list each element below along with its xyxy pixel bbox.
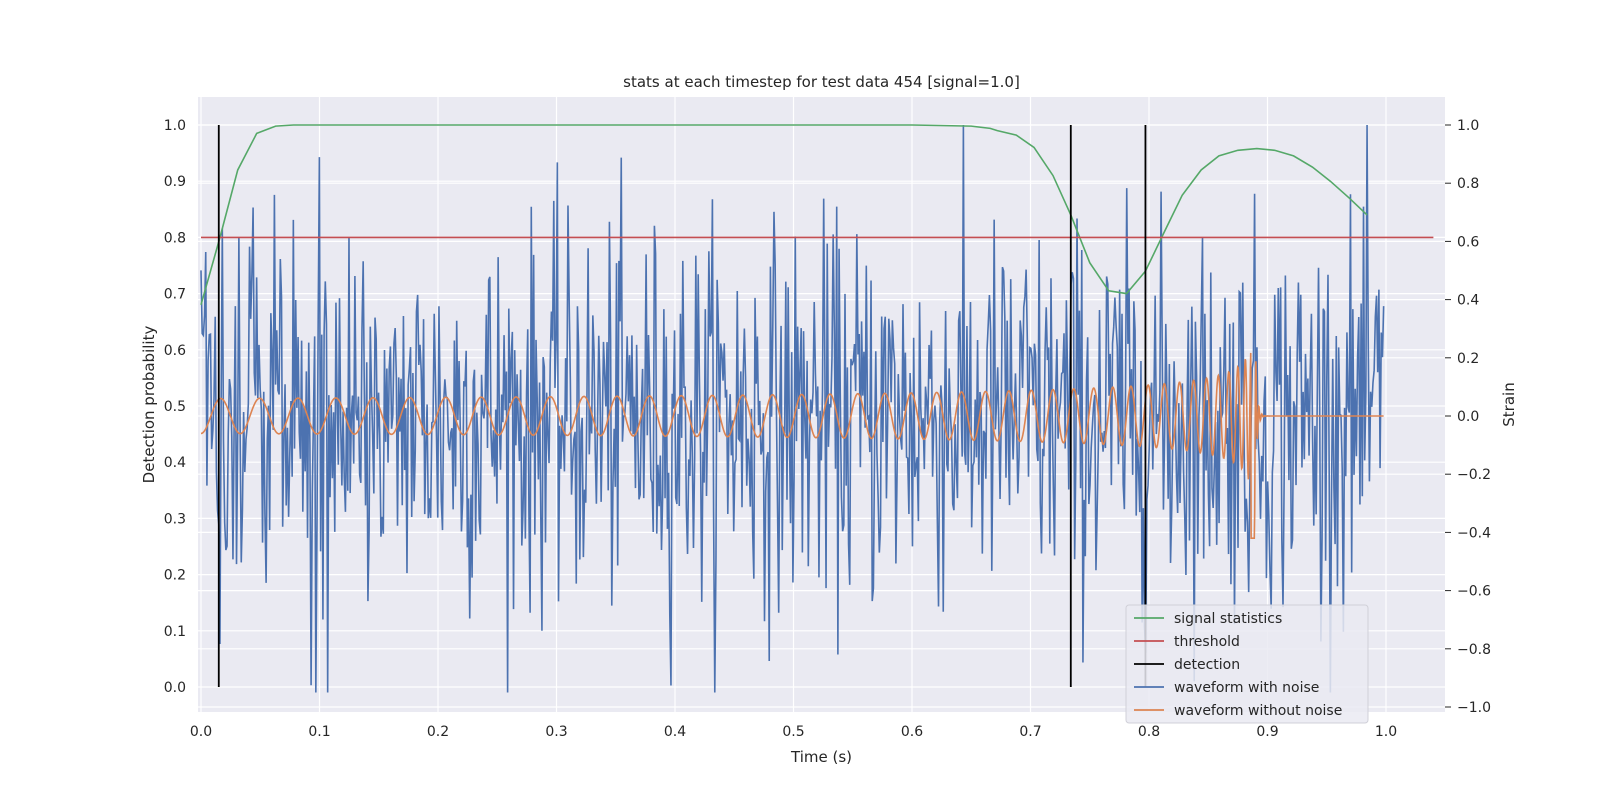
series-signal-statistics	[200, 124, 1368, 306]
series-waveform-without-noise	[200, 352, 1384, 540]
x-tick-label: 0.0	[190, 724, 212, 740]
y2-tick-label: 0.2	[1457, 351, 1479, 367]
y-tick-label: 0.9	[164, 174, 186, 190]
x-tick-label: 0.2	[427, 724, 449, 740]
y2-tick-label: 0.6	[1457, 234, 1479, 250]
y2-tick-label: −1.0	[1457, 700, 1491, 716]
y2-tick-label: −0.2	[1457, 467, 1491, 483]
x-tick-label: 1.0	[1375, 724, 1397, 740]
y-tick-label: 0.2	[164, 568, 186, 584]
x-tick-label: 0.1	[308, 724, 330, 740]
legend-label: threshold	[1174, 634, 1240, 650]
axes: 0.0 0.1 0.2 0.3 0.4 0.5 0.6 0.7 0.8 0.9 1.0 0.0 0.1 0…	[164, 118, 1491, 740]
legend-label: waveform with noise	[1174, 680, 1319, 696]
legend-box	[1125, 604, 1369, 724]
x-tick-label: 0.8	[1138, 724, 1160, 740]
y-tick-label: 1.0	[164, 118, 186, 134]
series-layer	[200, 124, 1434, 693]
x-tick-label: 0.4	[664, 724, 686, 740]
y-tick-label: 0.1	[164, 624, 186, 640]
y-tick-label: 0.6	[164, 343, 186, 359]
x-tick-label: 0.3	[545, 724, 567, 740]
y2-tick-label: 1.0	[1457, 118, 1479, 134]
y-tick-label: 0.5	[164, 399, 186, 415]
y2-axis-label: Strain	[1500, 382, 1518, 426]
y-tick-label: 0.0	[164, 680, 186, 696]
x-tick-label: 0.6	[901, 724, 923, 740]
legend-label: signal statistics	[1174, 611, 1282, 627]
y-tick-label: 0.7	[164, 287, 186, 303]
x-tick-label: 0.5	[782, 724, 804, 740]
y-tick-label: 0.4	[164, 455, 186, 471]
x-tick-label: 0.9	[1256, 724, 1278, 740]
y2-tick-label: 0.4	[1457, 293, 1479, 309]
y2-tick-label: 0.0	[1457, 409, 1479, 425]
y2-tick-label: −0.8	[1457, 642, 1491, 658]
y-axis-label: Detection probability	[140, 326, 158, 484]
y-tick-label: 0.8	[164, 230, 186, 246]
y2-tick-label: −0.4	[1457, 525, 1491, 541]
y2-tick-label: 0.8	[1457, 176, 1479, 192]
y2-tick-label: −0.6	[1457, 584, 1491, 600]
chart-title: stats at each timestep for test data 454…	[623, 73, 1020, 91]
legend-label: waveform without noise	[1174, 703, 1342, 719]
legend-label: detection	[1174, 657, 1240, 673]
series-waveform-with-noise	[200, 124, 1385, 693]
x-axis-label: Time (s)	[790, 748, 852, 766]
legend: signal statistics threshold detection wavef…	[1125, 604, 1369, 724]
y-tick-label: 0.3	[164, 511, 186, 527]
x-tick-label: 0.7	[1019, 724, 1041, 740]
